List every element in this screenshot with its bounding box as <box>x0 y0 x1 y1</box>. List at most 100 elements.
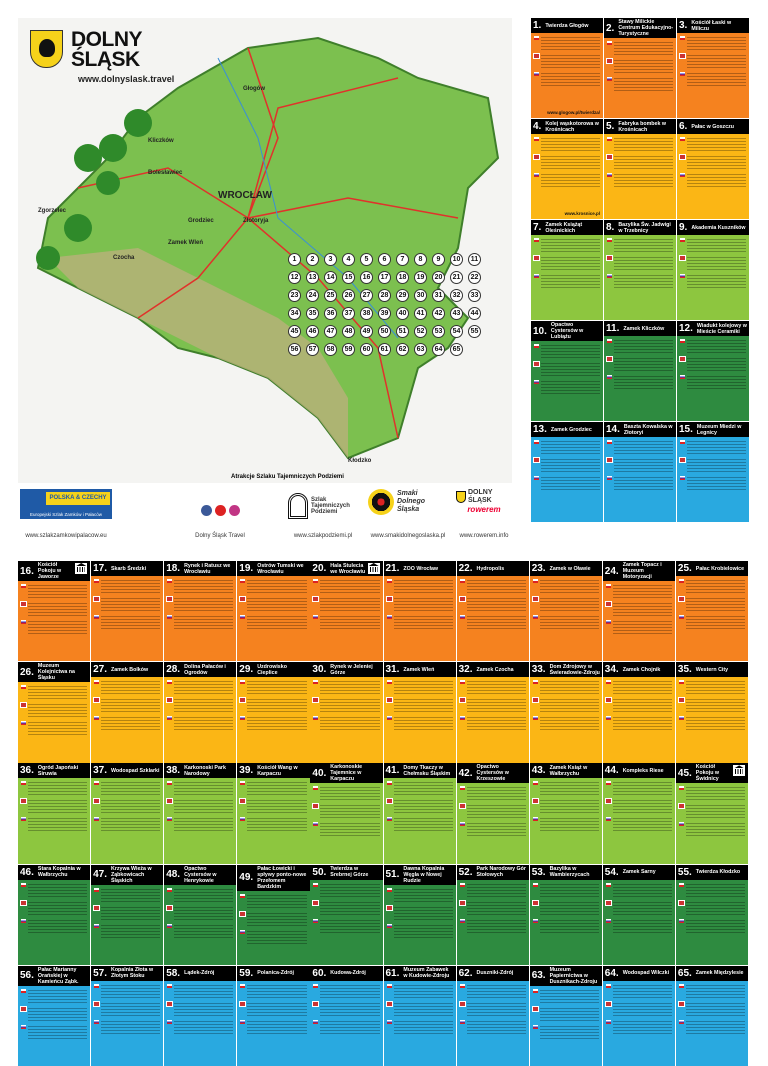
map-marker[interactable]: 58 <box>324 343 337 356</box>
map-marker[interactable]: 35 <box>306 307 319 320</box>
map-marker[interactable]: 22 <box>468 271 481 284</box>
map-marker[interactable]: 65 <box>450 343 463 356</box>
map-marker[interactable]: 43 <box>450 307 463 320</box>
map-marker[interactable]: 59 <box>342 343 355 356</box>
russian-flag-icon <box>678 822 684 827</box>
map-marker[interactable]: 31 <box>432 289 445 302</box>
map-marker[interactable]: 39 <box>378 307 391 320</box>
map-marker[interactable]: 7 <box>396 253 409 266</box>
attraction-description <box>18 682 90 762</box>
youtube-icon[interactable] <box>214 505 226 516</box>
polish-flag-icon <box>313 786 319 791</box>
map-marker[interactable]: 19 <box>414 271 427 284</box>
map-marker[interactable]: 42 <box>432 307 445 320</box>
description-text-block <box>685 698 746 713</box>
polish-flag-icon <box>313 882 319 887</box>
map-marker[interactable]: 29 <box>396 289 409 302</box>
bike-route-logo[interactable]: DOLNY ŚLĄSK rowerem www.rowerem.info <box>456 483 512 539</box>
taste-route-url[interactable]: www.smakidolnegoslaska.pl <box>370 533 446 539</box>
map-marker[interactable]: 60 <box>360 343 373 356</box>
map-marker[interactable]: 41 <box>414 307 427 320</box>
instagram-icon[interactable] <box>228 505 240 516</box>
attraction-panel: 52. Park Narodowy Gór Stołowych <box>456 864 529 965</box>
description-text-block <box>687 440 746 454</box>
map-marker[interactable]: 13 <box>306 271 319 284</box>
map-marker[interactable]: 15 <box>342 271 355 284</box>
castles-route-logo[interactable]: POLSKA & CZECHY Europejski Szlak Zamków … <box>20 483 112 539</box>
map-marker[interactable]: 62 <box>396 343 409 356</box>
description-text-block <box>541 72 600 86</box>
map-marker[interactable]: 55 <box>468 325 481 338</box>
map-marker[interactable]: 8 <box>414 253 427 266</box>
map-marker[interactable]: 23 <box>288 289 301 302</box>
description-text-block <box>539 882 599 897</box>
attraction-title: Uzdrowisko Cieplice <box>257 663 287 676</box>
map-marker[interactable]: 56 <box>288 343 301 356</box>
map-marker[interactable]: 64 <box>432 343 445 356</box>
description-text-block <box>614 59 673 73</box>
description-text-block <box>393 615 453 629</box>
map-marker[interactable]: 57 <box>306 343 319 356</box>
map-marker[interactable]: 46 <box>306 325 319 338</box>
map-marker[interactable]: 27 <box>360 289 373 302</box>
map-marker[interactable]: 52 <box>414 325 427 338</box>
facebook-icon[interactable] <box>200 505 212 516</box>
map-marker[interactable]: 3 <box>324 253 337 266</box>
brand-url[interactable]: www.dolnyslask.travel <box>78 74 175 84</box>
map-marker[interactable]: 61 <box>378 343 391 356</box>
map-marker[interactable]: 21 <box>450 271 463 284</box>
map-marker[interactable]: 10 <box>450 253 463 266</box>
map-marker[interactable]: 30 <box>414 289 427 302</box>
map-marker[interactable]: 6 <box>378 253 391 266</box>
taste-route-logo[interactable]: Smaki Dolnego Śląska www.smakidolnegosla… <box>368 483 448 539</box>
map-marker[interactable]: 47 <box>324 325 337 338</box>
map-marker[interactable]: 50 <box>378 325 391 338</box>
map-marker[interactable]: 5 <box>360 253 373 266</box>
map-marker[interactable]: 36 <box>324 307 337 320</box>
map-marker[interactable]: 38 <box>360 307 373 320</box>
map-marker[interactable]: 33 <box>468 289 481 302</box>
bike-route-url[interactable]: www.rowerem.info <box>459 533 509 539</box>
map-marker[interactable]: 32 <box>450 289 463 302</box>
map-marker[interactable]: 53 <box>432 325 445 338</box>
attraction-description <box>237 778 309 863</box>
map-marker[interactable]: 37 <box>342 307 355 320</box>
map-marker[interactable]: 44 <box>468 307 481 320</box>
attraction-description <box>91 576 163 661</box>
map-marker[interactable]: 12 <box>288 271 301 284</box>
map-marker[interactable]: 45 <box>288 325 301 338</box>
map-marker[interactable]: 54 <box>450 325 463 338</box>
map-marker[interactable]: 4 <box>342 253 355 266</box>
map-marker[interactable]: 24 <box>306 289 319 302</box>
map-marker[interactable]: 25 <box>324 289 337 302</box>
underground-route-url[interactable]: www.szlakpodziemi.pl <box>293 533 353 539</box>
description-text-block <box>174 597 234 611</box>
attraction-url[interactable]: www.krosnice.pl <box>564 211 600 216</box>
map-marker[interactable]: 1 <box>288 253 301 266</box>
underground-route-logo[interactable]: Szlak Tajemniczych Podziemi www.szlakpod… <box>288 483 358 539</box>
map-marker[interactable]: 28 <box>378 289 391 302</box>
attraction-url[interactable]: www.glogow.pl/twierdza/ <box>547 110 600 115</box>
map-marker[interactable]: 2 <box>306 253 319 266</box>
map-marker[interactable]: 51 <box>396 325 409 338</box>
description-text-block <box>393 597 453 611</box>
map-marker[interactable]: 40 <box>396 307 409 320</box>
map-marker[interactable]: 20 <box>432 271 445 284</box>
map-marker[interactable]: 63 <box>414 343 427 356</box>
description-text-block <box>614 458 673 472</box>
map-marker[interactable]: 34 <box>288 307 301 320</box>
map-marker[interactable]: 17 <box>378 271 391 284</box>
map-marker[interactable]: 49 <box>360 325 373 338</box>
map-marker[interactable]: 16 <box>360 271 373 284</box>
map-marker[interactable]: 14 <box>324 271 337 284</box>
map-marker[interactable]: 26 <box>342 289 355 302</box>
social-links: Dolny Śląsk Travel <box>180 483 260 539</box>
attraction-header: 62. Duszniki-Zdrój <box>456 965 529 981</box>
map-marker[interactable]: 9 <box>432 253 445 266</box>
castles-route-url[interactable]: www.szlakzamkowipalacow.eu <box>25 533 107 539</box>
map-marker[interactable]: 18 <box>396 271 409 284</box>
map-marker[interactable]: 48 <box>342 325 355 338</box>
map-marker[interactable]: 11 <box>468 253 481 266</box>
attraction-description <box>676 783 748 863</box>
attraction-number: 47. <box>93 869 107 881</box>
